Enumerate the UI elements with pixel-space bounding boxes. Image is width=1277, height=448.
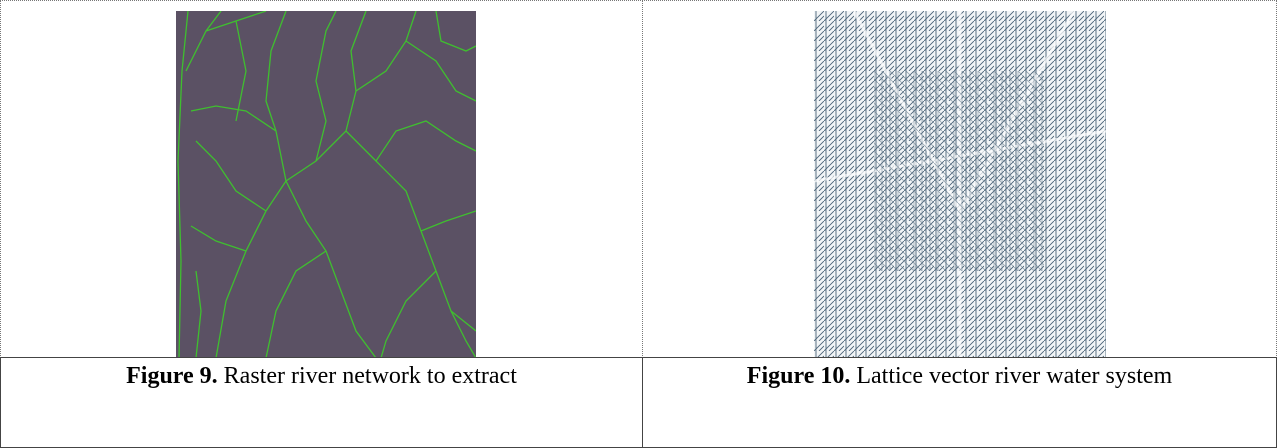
caption: Figure 9. Raster river network to extrac… — [0, 357, 643, 448]
figure-label: Figure 10. — [747, 363, 851, 389]
figure-caption: Raster river network to extract — [224, 363, 517, 389]
document: Figure 9. Raster river network to extrac… — [0, 0, 1277, 448]
lattice-river-image — [814, 11, 1106, 358]
figure-caption: Lattice vector river water system — [856, 363, 1172, 389]
figure-label: Figure 9. — [126, 363, 218, 389]
image-background — [176, 11, 476, 358]
caption: Figure 10. Lattice vector river water sy… — [642, 357, 1277, 448]
lattice-texture — [874, 71, 1044, 271]
figure-cell — [642, 0, 1277, 358]
raster-river-image — [176, 11, 476, 358]
figure-cell — [0, 0, 643, 358]
page: {"figures":[{"label":"Figure 9.","captio… — [0, 0, 1277, 448]
